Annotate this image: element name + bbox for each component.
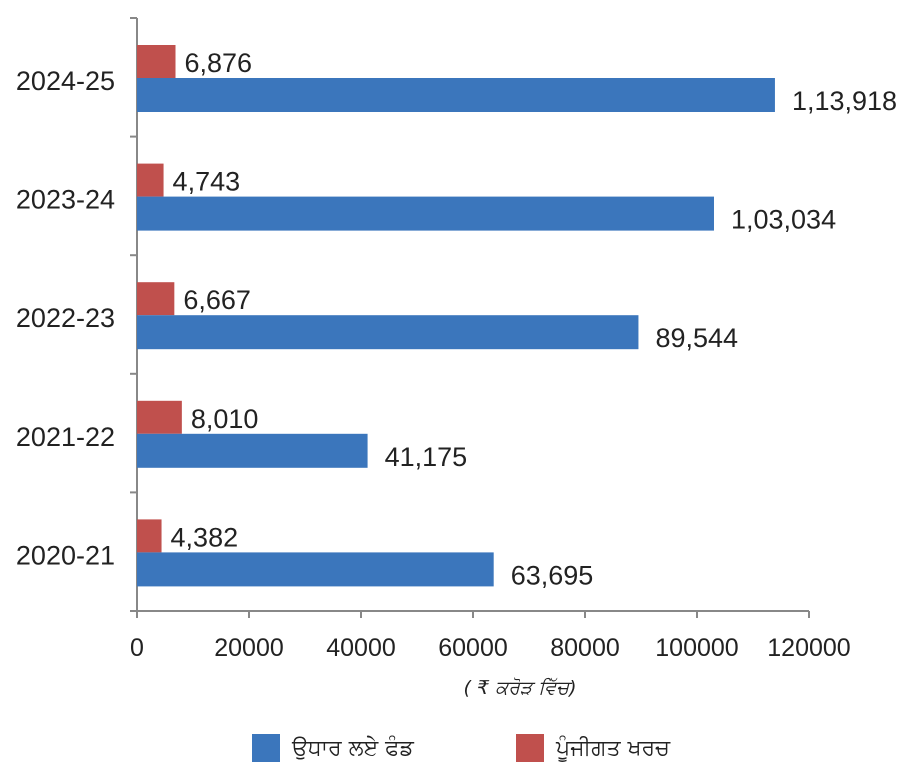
legend-label-borrowed-funds: ਉਧਾਰ ਲਏ ਫੰਡ [291,735,415,761]
data-label-borrowed-funds: 89,544 [655,323,738,353]
bar-capital-expenditure [137,282,175,316]
x-tick-label: 20000 [214,634,284,662]
legend-label-capital-expenditure: ਪੂੰਜੀਗਤ ਖਰਚ [555,736,671,763]
bar-borrowed-funds [137,552,494,587]
bar-capital-expenditure [137,519,162,553]
x-tick-label: 0 [130,634,144,662]
bar-capital-expenditure [137,163,164,197]
x-tick-label: 120000 [767,634,850,662]
x-tick-label: 100000 [655,634,738,662]
x-tick-label: 40000 [326,634,396,662]
bar-borrowed-funds [137,78,775,112]
x-tick-label: 60000 [438,634,508,662]
category-label: 2023-24 [16,185,115,215]
bar-capital-expenditure [137,400,182,434]
data-label-capital-expenditure: 4,382 [171,522,239,552]
category-label: 2021-22 [16,422,115,452]
data-label-capital-expenditure: 6,876 [185,48,253,78]
bar-borrowed-funds [137,433,368,468]
category-label: 2022-23 [16,303,115,333]
legend-swatch-borrowed-funds [252,734,280,762]
category-label: 2024-25 [16,66,115,96]
bar-borrowed-funds [137,196,714,231]
data-label-capital-expenditure: 4,743 [173,167,241,197]
legend-swatch-capital-expenditure [516,734,544,762]
data-label-capital-expenditure: 8,010 [191,404,259,434]
bar-borrowed-funds [137,315,639,350]
x-axis-unit-label: ( ₹ ਕਰੋੜ ਵਿੱਚ) [464,677,577,699]
x-tick-label: 80000 [550,634,620,662]
data-label-borrowed-funds: 41,175 [385,442,468,472]
data-label-borrowed-funds: 1,13,918 [792,86,897,116]
bar-capital-expenditure [137,45,176,78]
data-label-borrowed-funds: 63,695 [511,560,594,590]
category-label: 2020-21 [16,540,115,570]
data-label-capital-expenditure: 6,667 [183,285,251,315]
data-label-borrowed-funds: 1,03,034 [731,205,836,235]
